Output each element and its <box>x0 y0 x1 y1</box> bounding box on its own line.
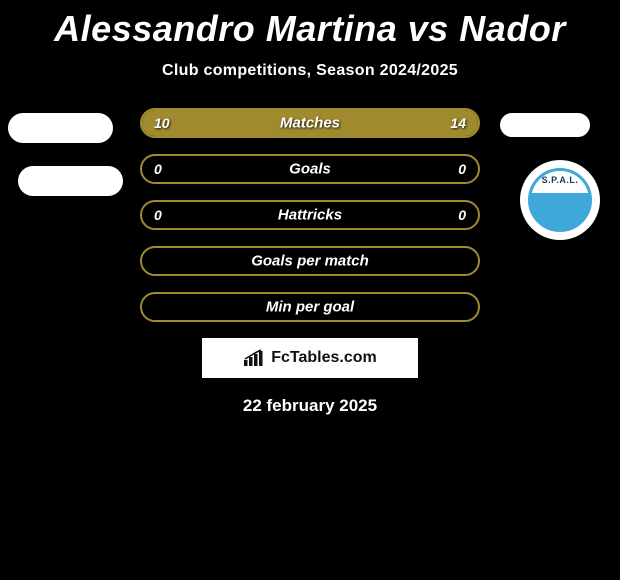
player-left-club-placeholder <box>18 166 123 196</box>
stat-row-hattricks: 0 Hattricks 0 <box>140 200 480 230</box>
stat-val-right: 14 <box>450 115 466 131</box>
watermark-text: FcTables.com <box>271 349 377 367</box>
player-left-photo-placeholder <box>8 113 113 143</box>
stat-label: Goals per match <box>142 253 478 270</box>
watermark: FcTables.com <box>202 338 418 378</box>
date-text: 22 february 2025 <box>0 396 620 416</box>
stat-val-right: 0 <box>458 161 466 177</box>
club-badge-label: S.P.A.L. <box>542 175 579 185</box>
stat-val-right: 0 <box>458 207 466 223</box>
stat-row-goals-per-match: Goals per match <box>140 246 480 276</box>
subtitle: Club competitions, Season 2024/2025 <box>0 62 620 80</box>
stats-area: S.P.A.L. 10 Matches 14 0 Goals 0 0 Hattr… <box>0 108 620 416</box>
stat-row-goals: 0 Goals 0 <box>140 154 480 184</box>
page-title: Alessandro Martina vs Nador <box>0 0 620 50</box>
stat-label: Goals <box>142 161 478 178</box>
stat-label: Matches <box>142 115 478 132</box>
stat-row-min-per-goal: Min per goal <box>140 292 480 322</box>
stat-bars: 10 Matches 14 0 Goals 0 0 Hattricks 0 Go… <box>140 108 480 322</box>
chart-icon <box>243 349 265 367</box>
stat-row-matches: 10 Matches 14 <box>140 108 480 138</box>
club-badge: S.P.A.L. <box>520 160 600 240</box>
stat-label: Hattricks <box>142 207 478 224</box>
player-right-photo-placeholder <box>500 113 590 137</box>
club-badge-inner: S.P.A.L. <box>528 168 592 232</box>
stat-label: Min per goal <box>142 299 478 316</box>
